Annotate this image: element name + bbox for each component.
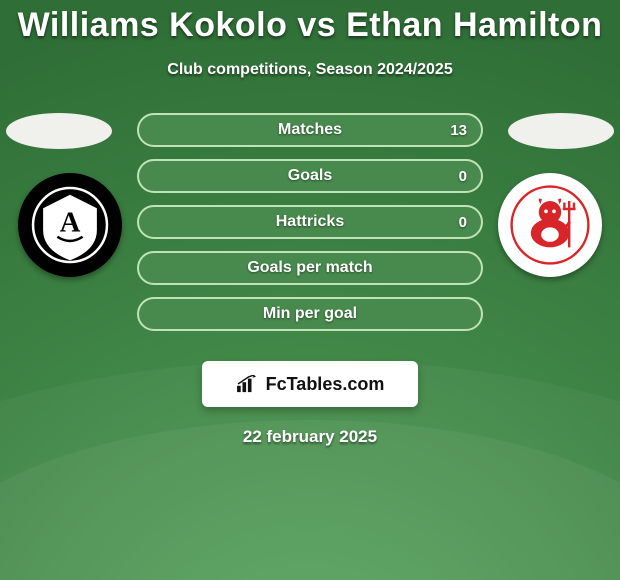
comparison-subtitle: Club competitions, Season 2024/2025 [0,61,620,79]
stat-pill: Goals 0 [137,159,483,193]
branding-badge: FcTables.com [202,361,418,407]
stat-label: Matches [278,121,342,139]
stat-value-right: 13 [450,122,467,139]
player-avatar-right [508,113,614,149]
stat-pill: Hattricks 0 [137,205,483,239]
svg-text:A: A [60,208,81,239]
bar-chart-icon [236,375,258,393]
stat-pill: Matches 13 [137,113,483,147]
stat-pill: Min per goal [137,297,483,331]
stat-label: Hattricks [276,213,344,231]
branding-text: FcTables.com [266,374,385,395]
stat-value-right: 0 [459,214,467,231]
player-avatar-left [6,113,112,149]
club-badge-right [498,173,602,277]
stat-label: Min per goal [263,305,357,323]
stat-label: Goals [288,167,332,185]
comparison-date: 22 february 2025 [0,427,620,447]
stat-pill: Goals per match [137,251,483,285]
comparison-title: Williams Kokolo vs Ethan Hamilton [0,6,620,45]
stat-value-right: 0 [459,168,467,185]
stat-label: Goals per match [247,259,372,277]
stat-pill-stack: Matches 13 Goals 0 Hattricks 0 Goals per match… [137,113,483,331]
club-badge-left: A [18,173,122,277]
